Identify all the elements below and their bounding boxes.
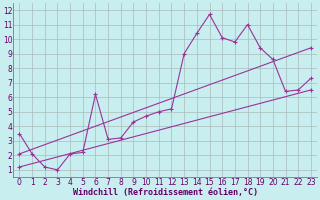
X-axis label: Windchill (Refroidissement éolien,°C): Windchill (Refroidissement éolien,°C) <box>73 188 258 197</box>
